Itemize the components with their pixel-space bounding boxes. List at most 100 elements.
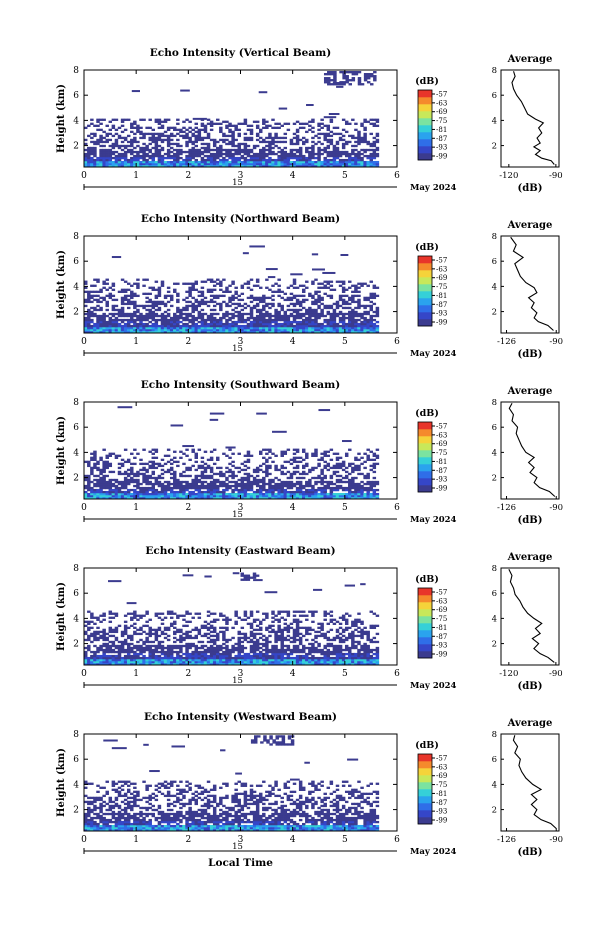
echo-cell — [130, 462, 134, 466]
echo-cell — [283, 496, 288, 500]
echo-cell — [111, 616, 116, 619]
echo-cell — [117, 646, 122, 650]
echo-cell — [329, 288, 334, 291]
echo-cell — [209, 490, 214, 494]
echo-cell — [348, 306, 352, 310]
echo-cell — [157, 118, 162, 121]
echo-cell — [206, 458, 211, 462]
echo-cell — [194, 486, 198, 490]
echo-cell — [185, 662, 189, 666]
echo-cell — [123, 638, 128, 642]
echo-cell — [117, 330, 122, 334]
echo-cell — [301, 136, 306, 140]
echo-cell — [286, 154, 291, 158]
echo-cell — [209, 634, 214, 638]
echo-cell — [117, 290, 122, 293]
echo-cell — [262, 146, 266, 150]
echo-cell — [228, 328, 232, 332]
echo-cell — [185, 448, 189, 451]
echo-cell — [206, 122, 211, 125]
echo-cell — [123, 480, 128, 484]
echo-cell — [212, 640, 217, 644]
echo-cell — [126, 326, 131, 330]
echo-cell — [114, 484, 119, 488]
echo-cell — [133, 472, 137, 476]
echo-cell — [326, 162, 331, 166]
echo-cell — [84, 460, 88, 464]
echo-cell — [99, 488, 103, 492]
echo-cell — [212, 634, 217, 638]
echo-cell — [265, 162, 269, 166]
echo-cell — [151, 484, 156, 488]
echo-cell — [102, 482, 106, 486]
echo-cell — [188, 150, 192, 154]
echo-cell — [96, 478, 100, 482]
echo-cell — [111, 644, 116, 648]
echo-cell — [90, 650, 94, 654]
echo-cell — [102, 644, 106, 648]
echo-cell — [336, 85, 344, 88]
echo-cell — [255, 154, 260, 158]
echo-cell — [123, 630, 128, 634]
echo-cell — [173, 314, 177, 318]
echo-cell — [277, 492, 281, 496]
echo-cell — [151, 662, 156, 666]
echo-cell — [311, 494, 315, 498]
echo-cell — [148, 324, 152, 328]
echo-cell — [268, 134, 272, 138]
echo-cell — [96, 460, 100, 464]
echo-cell — [123, 322, 128, 326]
echo-cell — [351, 164, 355, 168]
echo-cell — [363, 296, 367, 300]
echo-cell — [289, 494, 294, 498]
echo-cell — [341, 302, 346, 306]
echo-cell — [271, 118, 275, 121]
echo-cell — [185, 314, 189, 318]
echo-cell — [96, 290, 100, 293]
echo-cell — [317, 494, 321, 498]
echo-cell — [87, 476, 91, 480]
echo-cell — [157, 484, 162, 488]
echo-cell — [126, 282, 131, 285]
echo-cell — [292, 142, 297, 146]
echo-cell — [295, 476, 300, 480]
echo-cell — [154, 490, 159, 494]
echo-cell — [216, 484, 220, 488]
echo-cell — [84, 646, 88, 650]
echo-cell — [151, 628, 156, 632]
echo-cell — [286, 490, 291, 494]
echo-cell — [283, 480, 288, 484]
echo-cell — [185, 652, 189, 656]
echo-cell — [329, 160, 334, 164]
echo-cell — [139, 626, 143, 630]
echo-cell — [286, 494, 291, 498]
echo-cell — [176, 464, 180, 468]
colorbar-tick-label: -69 — [436, 274, 447, 282]
echo-cell — [289, 148, 294, 152]
echo-cell — [265, 482, 269, 486]
echo-cell — [102, 628, 106, 632]
echo-cell — [298, 162, 303, 166]
echo-cell — [216, 162, 220, 166]
echo-cell — [240, 324, 245, 328]
echo-cell — [154, 482, 159, 486]
echo-cell — [259, 316, 263, 320]
echo-cell — [163, 330, 168, 334]
echo-cell — [277, 484, 281, 488]
echo-cell — [145, 480, 149, 484]
echo-cell — [108, 492, 113, 496]
echo-cell — [216, 154, 220, 158]
echo-cell — [117, 312, 122, 316]
echo-cell — [246, 496, 251, 500]
echo-cell — [280, 296, 284, 300]
echo-cell — [219, 490, 223, 494]
echo-cell — [375, 328, 380, 332]
echo-cell — [363, 162, 367, 166]
echo-cell — [173, 156, 177, 160]
echo-cell — [194, 476, 198, 480]
echo-cell — [243, 486, 248, 490]
echo-cell — [243, 144, 248, 148]
echo-cell — [93, 654, 97, 658]
echo-cell — [341, 306, 346, 310]
echo-cell — [206, 158, 211, 162]
